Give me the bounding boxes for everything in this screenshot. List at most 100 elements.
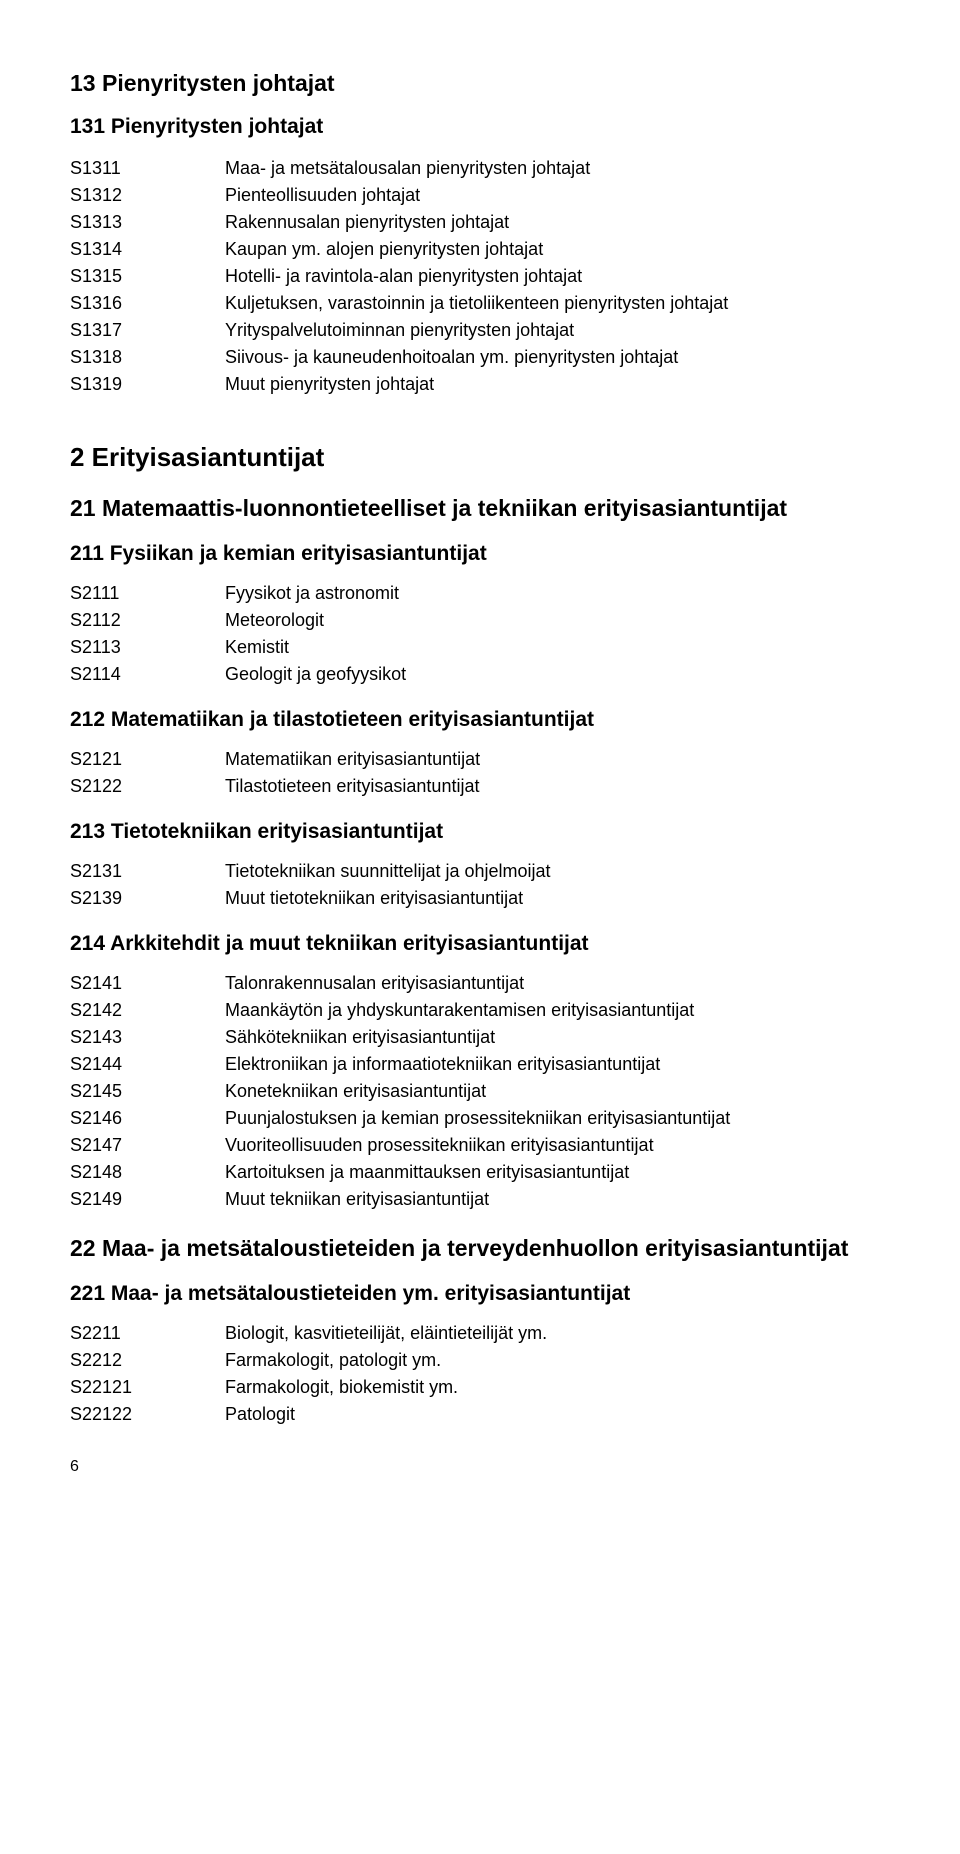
list-row: S1312Pienteollisuuden johtajat	[70, 182, 890, 209]
list-row: S1313Rakennusalan pienyritysten johtajat	[70, 209, 890, 236]
list-row: S2111Fyysikot ja astronomit	[70, 580, 890, 607]
row-label: Matematiikan erityisasiantuntijat	[225, 746, 890, 773]
heading-2: 2 Erityisasiantuntijat	[70, 442, 890, 473]
rows-213: S2131Tietotekniikan suunnittelijat ja oh…	[70, 858, 890, 912]
heading-21: 21 Matemaattis-luonnontieteelliset ja te…	[70, 495, 890, 522]
list-row: S1315Hotelli- ja ravintola-alan pienyrit…	[70, 263, 890, 290]
list-row: S2146Puunjalostuksen ja kemian prosessit…	[70, 1105, 890, 1132]
rows-212: S2121Matematiikan erityisasiantuntijatS2…	[70, 746, 890, 800]
list-row: S1316Kuljetuksen, varastoinnin ja tietol…	[70, 290, 890, 317]
row-code: S2122	[70, 773, 225, 800]
heading-213: 213 Tietotekniikan erityisasiantuntijat	[70, 820, 890, 844]
row-code: S2148	[70, 1159, 225, 1186]
row-label: Hotelli- ja ravintola-alan pienyritysten…	[225, 263, 890, 290]
row-code: S22121	[70, 1374, 225, 1401]
list-row: S2211Biologit, kasvitieteilijät, eläinti…	[70, 1320, 890, 1347]
row-label: Kaupan ym. alojen pienyritysten johtajat	[225, 236, 890, 263]
row-label: Talonrakennusalan erityisasiantuntijat	[225, 970, 890, 997]
row-label: Puunjalostuksen ja kemian prosessiteknii…	[225, 1105, 890, 1132]
row-label: Kemistit	[225, 634, 890, 661]
rows-131: S1311Maa- ja metsätalousalan pienyrityst…	[70, 155, 890, 398]
heading-214: 214 Arkkitehdit ja muut tekniikan erityi…	[70, 932, 890, 956]
row-code: S1315	[70, 263, 225, 290]
row-code: S2131	[70, 858, 225, 885]
row-code: S2144	[70, 1051, 225, 1078]
row-code: S2141	[70, 970, 225, 997]
heading-221: 221 Maa- ja metsätaloustieteiden ym. eri…	[70, 1282, 890, 1306]
heading-211: 211 Fysiikan ja kemian erityisasiantunti…	[70, 542, 890, 566]
row-label: Sähkötekniikan erityisasiantuntijat	[225, 1024, 890, 1051]
row-code: S1319	[70, 371, 225, 398]
row-label: Yrityspalvelutoiminnan pienyritysten joh…	[225, 317, 890, 344]
list-row: S2212Farmakologit, patologit ym.	[70, 1347, 890, 1374]
row-code: S1318	[70, 344, 225, 371]
row-code: S22122	[70, 1401, 225, 1428]
heading-13: 13 Pienyritysten johtajat	[70, 70, 890, 97]
list-row: S2112Meteorologit	[70, 607, 890, 634]
row-code: S2111	[70, 580, 225, 607]
list-row: S1318Siivous- ja kauneudenhoitoalan ym. …	[70, 344, 890, 371]
row-label: Kartoituksen ja maanmittauksen erityisas…	[225, 1159, 890, 1186]
row-label: Muut tekniikan erityisasiantuntijat	[225, 1186, 890, 1213]
list-row: S2142Maankäytön ja yhdyskuntarakentamise…	[70, 997, 890, 1024]
row-code: S2143	[70, 1024, 225, 1051]
row-label: Maa- ja metsätalousalan pienyritysten jo…	[225, 155, 890, 182]
row-code: S2112	[70, 607, 225, 634]
list-row: S2122Tilastotieteen erityisasiantuntijat	[70, 773, 890, 800]
page-number: 6	[70, 1458, 890, 1476]
list-row: S2147Vuoriteollisuuden prosessitekniikan…	[70, 1132, 890, 1159]
list-row: S2144Elektroniikan ja informaatiotekniik…	[70, 1051, 890, 1078]
row-code: S1317	[70, 317, 225, 344]
row-code: S1316	[70, 290, 225, 317]
row-label: Farmakologit, patologit ym.	[225, 1347, 890, 1374]
row-label: Konetekniikan erityisasiantuntijat	[225, 1078, 890, 1105]
list-row: S22122Patologit	[70, 1401, 890, 1428]
list-row: S22121Farmakologit, biokemistit ym.	[70, 1374, 890, 1401]
rows-211: S2111Fyysikot ja astronomitS2112Meteorol…	[70, 580, 890, 688]
row-code: S2149	[70, 1186, 225, 1213]
row-code: S2121	[70, 746, 225, 773]
row-code: S2146	[70, 1105, 225, 1132]
row-label: Pienteollisuuden johtajat	[225, 182, 890, 209]
row-code: S2113	[70, 634, 225, 661]
list-row: S2149Muut tekniikan erityisasiantuntijat	[70, 1186, 890, 1213]
row-label: Kuljetuksen, varastoinnin ja tietoliiken…	[225, 290, 890, 317]
row-code: S2139	[70, 885, 225, 912]
list-row: S1319Muut pienyritysten johtajat	[70, 371, 890, 398]
list-row: S2141Talonrakennusalan erityisasiantunti…	[70, 970, 890, 997]
row-label: Siivous- ja kauneudenhoitoalan ym. pieny…	[225, 344, 890, 371]
list-row: S2148Kartoituksen ja maanmittauksen erit…	[70, 1159, 890, 1186]
row-label: Tilastotieteen erityisasiantuntijat	[225, 773, 890, 800]
row-code: S2142	[70, 997, 225, 1024]
row-code: S1312	[70, 182, 225, 209]
list-row: S2131Tietotekniikan suunnittelijat ja oh…	[70, 858, 890, 885]
row-label: Tietotekniikan suunnittelijat ja ohjelmo…	[225, 858, 890, 885]
list-row: S2113Kemistit	[70, 634, 890, 661]
list-row: S1317Yrityspalvelutoiminnan pienyrityste…	[70, 317, 890, 344]
row-label: Vuoriteollisuuden prosessitekniikan erit…	[225, 1132, 890, 1159]
row-label: Muut pienyritysten johtajat	[225, 371, 890, 398]
list-row: S2143Sähkötekniikan erityisasiantuntijat	[70, 1024, 890, 1051]
row-label: Elektroniikan ja informaatiotekniikan er…	[225, 1051, 890, 1078]
row-label: Rakennusalan pienyritysten johtajat	[225, 209, 890, 236]
row-label: Geologit ja geofyysikot	[225, 661, 890, 688]
row-label: Biologit, kasvitieteilijät, eläintieteil…	[225, 1320, 890, 1347]
row-label: Muut tietotekniikan erityisasiantuntijat	[225, 885, 890, 912]
row-code: S1314	[70, 236, 225, 263]
row-code: S2114	[70, 661, 225, 688]
row-code: S1311	[70, 155, 225, 182]
rows-214: S2141Talonrakennusalan erityisasiantunti…	[70, 970, 890, 1213]
row-label: Maankäytön ja yhdyskuntarakentamisen eri…	[225, 997, 890, 1024]
row-label: Fyysikot ja astronomit	[225, 580, 890, 607]
rows-221: S2211Biologit, kasvitieteilijät, eläinti…	[70, 1320, 890, 1428]
heading-212: 212 Matematiikan ja tilastotieteen erity…	[70, 708, 890, 732]
heading-22: 22 Maa- ja metsätaloustieteiden ja terve…	[70, 1235, 890, 1262]
list-row: S2114Geologit ja geofyysikot	[70, 661, 890, 688]
row-code: S2212	[70, 1347, 225, 1374]
row-code: S1313	[70, 209, 225, 236]
row-label: Meteorologit	[225, 607, 890, 634]
row-code: S2145	[70, 1078, 225, 1105]
row-code: S2147	[70, 1132, 225, 1159]
list-row: S2145Konetekniikan erityisasiantuntijat	[70, 1078, 890, 1105]
row-code: S2211	[70, 1320, 225, 1347]
